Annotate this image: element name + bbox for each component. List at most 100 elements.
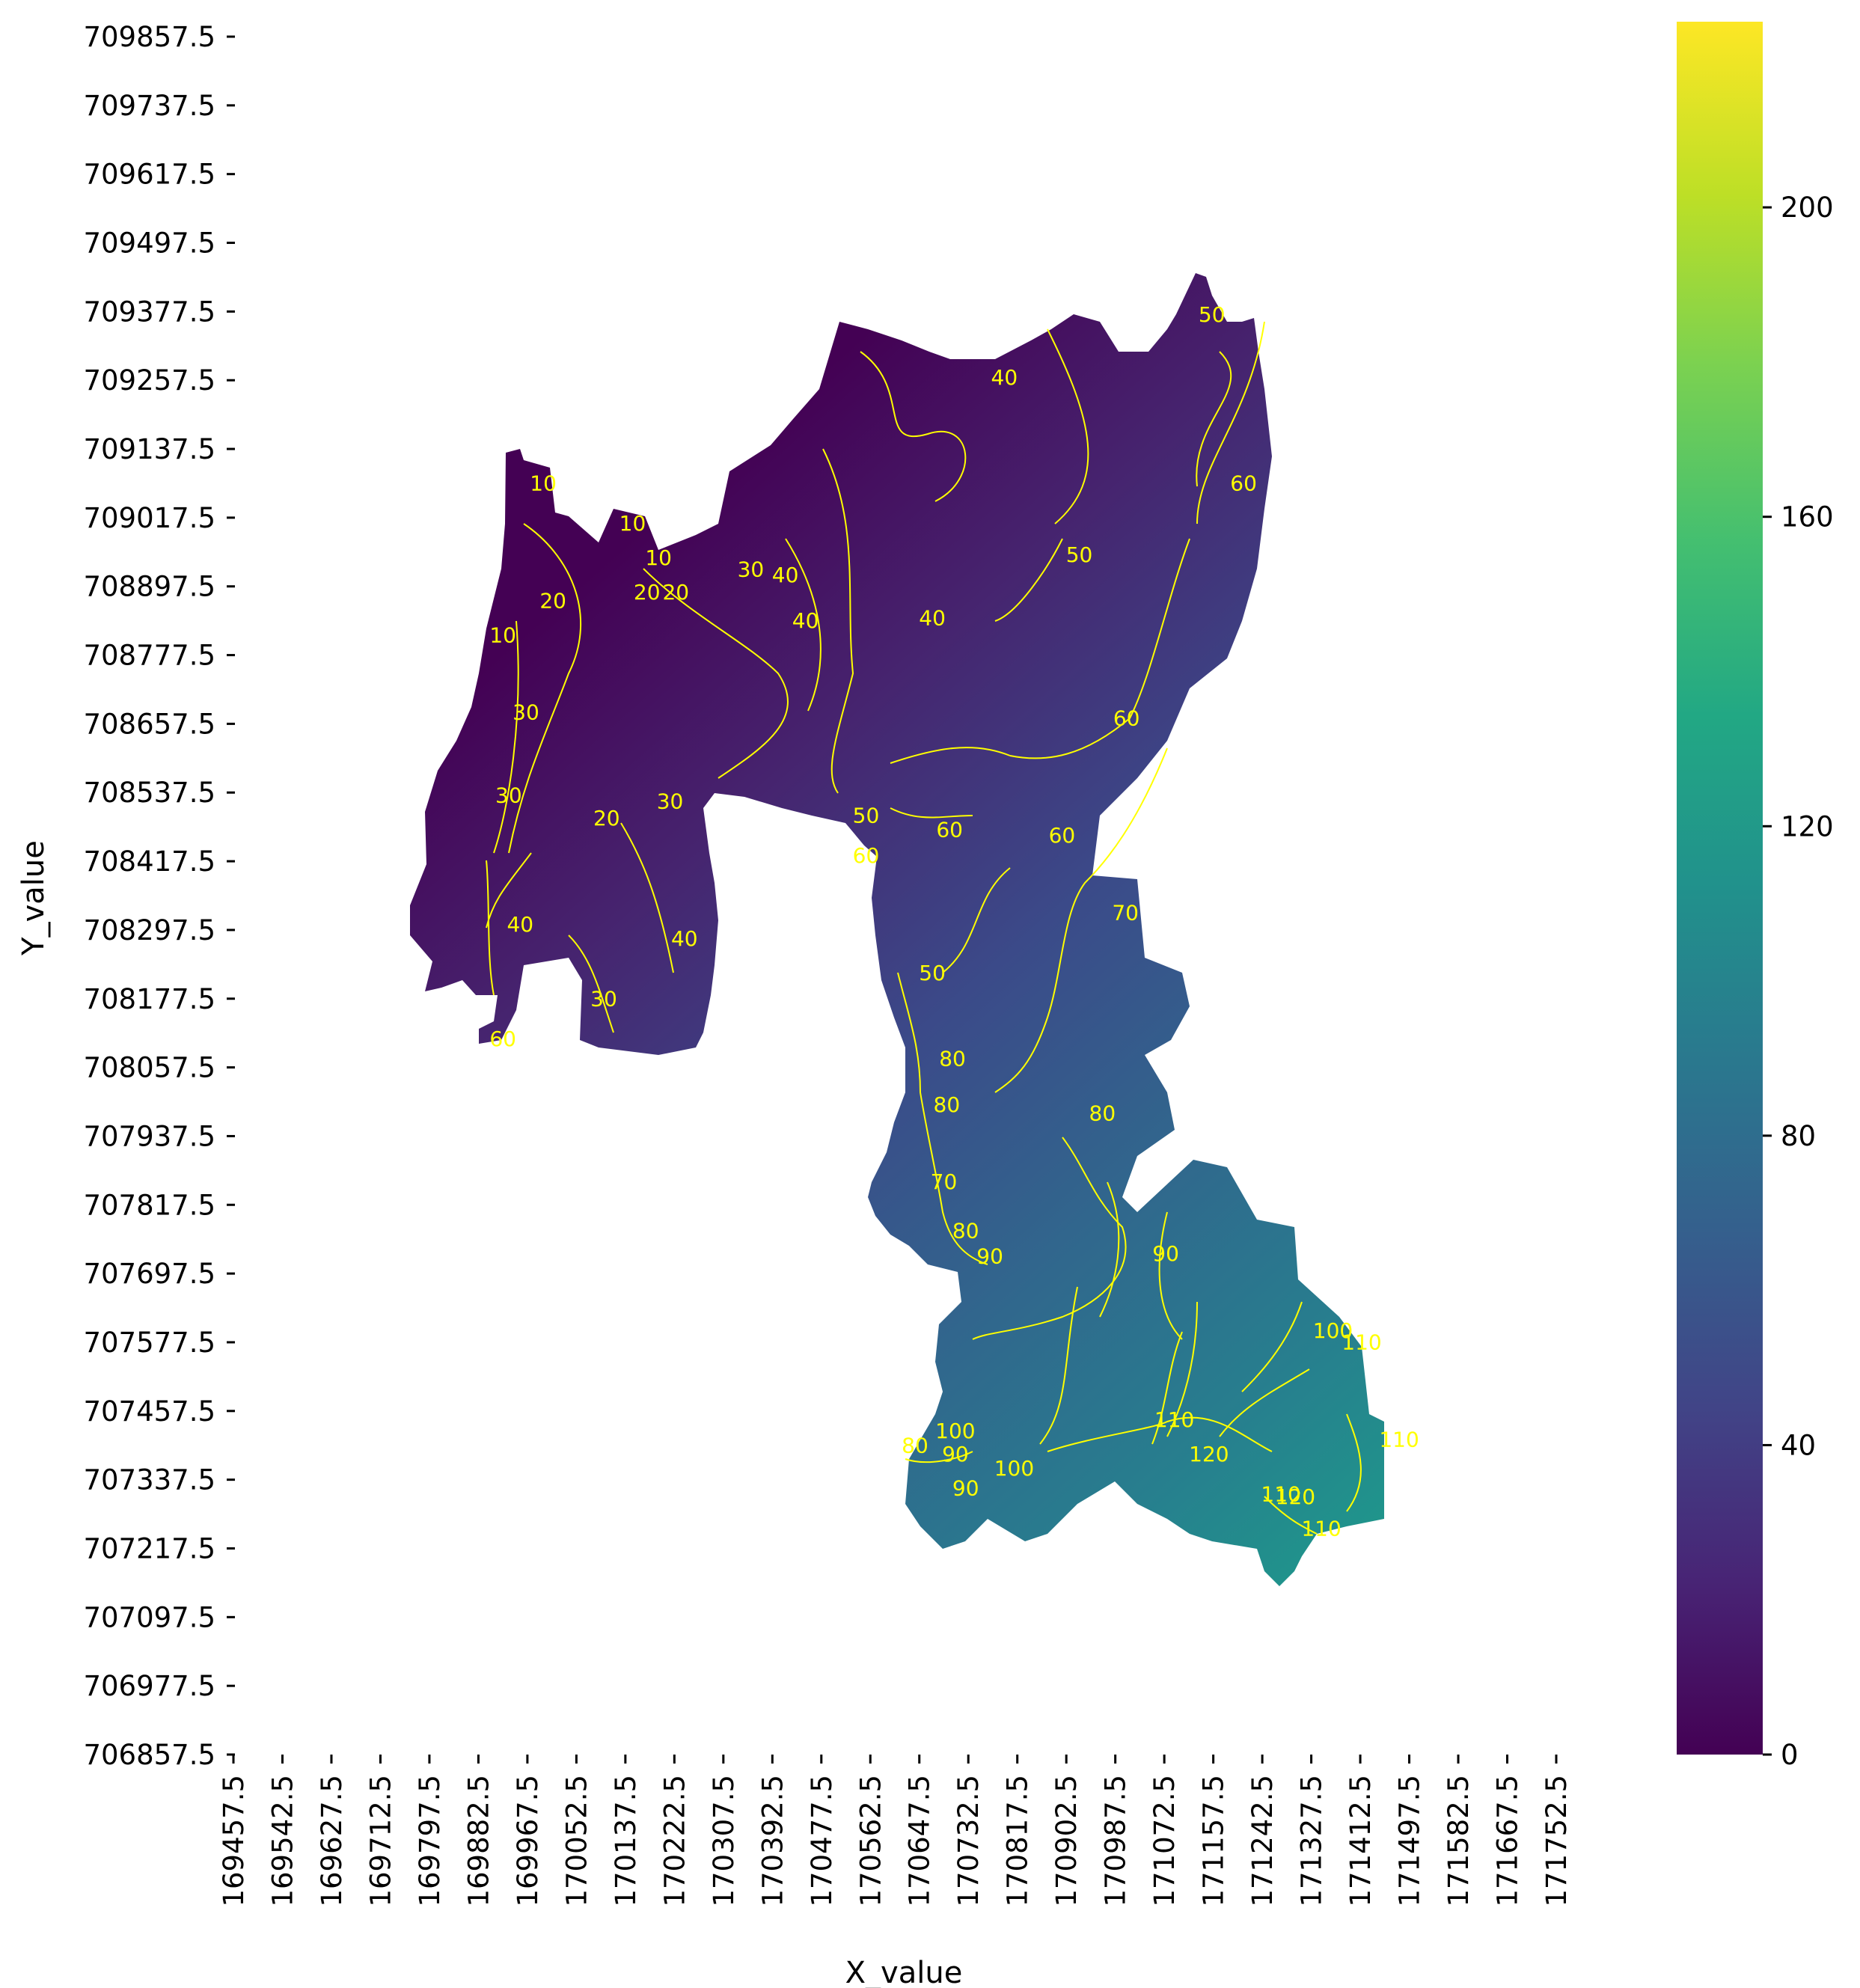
y-tick-label: 707337.5 (83, 1464, 215, 1496)
x-tick-label: 171327.5 (1296, 1775, 1328, 1907)
contour-label: 10 (645, 545, 672, 570)
y-tick-label: 707817.5 (83, 1189, 215, 1221)
x-tick-label: 170222.5 (658, 1775, 691, 1907)
contour-label: 40 (671, 926, 698, 951)
x-tick-label: 170477.5 (806, 1775, 838, 1907)
y-tick-label: 709497.5 (83, 227, 215, 260)
y-tick-label: 709377.5 (83, 296, 215, 328)
x-tick-label: 169797.5 (414, 1775, 446, 1907)
y-tick-label: 708177.5 (83, 983, 215, 1015)
y-tick-label: 709137.5 (83, 433, 215, 465)
contour-label: 30 (657, 789, 684, 813)
x-tick-label: 171497.5 (1394, 1775, 1426, 1907)
y-tick-label: 708657.5 (83, 708, 215, 740)
contour-label: 70 (1112, 901, 1139, 926)
y-tick-label: 707097.5 (83, 1601, 215, 1633)
x-tick-label: 171072.5 (1148, 1775, 1181, 1907)
contour-label: 40 (792, 608, 819, 633)
contour-label: 80 (1089, 1101, 1116, 1125)
colorbar-tick-label: 0 (1781, 1739, 1799, 1771)
colorbar-tick-label: 120 (1781, 810, 1834, 842)
y-tick-label: 708057.5 (83, 1052, 215, 1084)
contour-label: 30 (738, 557, 765, 581)
contour-label: 30 (495, 783, 522, 808)
contour-label: 40 (507, 912, 533, 937)
heatmap-field (410, 273, 1384, 1586)
x-tick-label: 171582.5 (1443, 1775, 1475, 1907)
contour-label: 10 (530, 471, 557, 496)
contour-label: 50 (1199, 302, 1226, 327)
x-tick-label: 171242.5 (1246, 1775, 1279, 1907)
x-tick-label: 170902.5 (1050, 1775, 1083, 1907)
y-tick-label: 707217.5 (83, 1532, 215, 1565)
y-tick-label: 709617.5 (83, 159, 215, 191)
contour-label: 90 (976, 1244, 1003, 1269)
contour-label: 100 (935, 1419, 975, 1443)
contour-label: 60 (1113, 706, 1140, 730)
x-tick-label: 170817.5 (1002, 1775, 1034, 1907)
x-tick-label: 170562.5 (854, 1775, 887, 1907)
y-tick-label: 707457.5 (83, 1395, 215, 1428)
y-tick-label: 708897.5 (83, 571, 215, 603)
colorbar-tick-label: 80 (1781, 1120, 1816, 1152)
x-tick-label: 170987.5 (1100, 1775, 1132, 1907)
contour-label: 90 (1152, 1241, 1179, 1266)
y-axis: 709857.5 709737.5 709617.5 709497.5 709377.5… (83, 21, 235, 1771)
y-tick-label: 708777.5 (83, 640, 215, 672)
contour-label: 40 (919, 605, 946, 630)
y-tick-label: 709017.5 (83, 502, 215, 534)
contour-label: 120 (1276, 1484, 1315, 1509)
contour-label: 60 (853, 843, 880, 868)
x-axis-label: X_value (845, 1956, 963, 1988)
contour-label: 20 (539, 588, 566, 613)
x-tick-label: 171412.5 (1344, 1775, 1377, 1907)
x-tick-label: 169967.5 (512, 1775, 544, 1907)
contour-label: 110 (1342, 1330, 1381, 1355)
x-tick-label: 170052.5 (560, 1775, 593, 1907)
x-tick-label: 171157.5 (1198, 1775, 1230, 1907)
x-tick-label: 170732.5 (952, 1775, 985, 1907)
x-tick-label: 170307.5 (708, 1775, 740, 1907)
y-tick-label: 709857.5 (83, 21, 215, 53)
contour-label: 120 (1189, 1442, 1229, 1466)
y-tick-label: 707697.5 (83, 1258, 215, 1290)
y-tick-label: 709737.5 (83, 90, 215, 122)
x-tick-label: 169457.5 (218, 1775, 250, 1907)
x-tick-label: 170392.5 (756, 1775, 789, 1907)
contour-label: 50 (1066, 542, 1093, 567)
contour-label: 60 (1049, 823, 1076, 848)
y-axis-label: Y_value (16, 840, 51, 956)
colorbar (1677, 22, 1763, 1755)
contour-label: 20 (593, 806, 620, 831)
y-tick-label: 708297.5 (83, 914, 215, 946)
contour-label: 60 (489, 1027, 516, 1051)
contour-label: 110 (1301, 1516, 1341, 1541)
contour-label: 70 (931, 1169, 958, 1194)
contour-label: 80 (939, 1047, 966, 1071)
colorbar-tick-label: 160 (1781, 501, 1834, 533)
contour-label: 10 (620, 511, 646, 536)
y-tick-label: 707937.5 (83, 1120, 215, 1152)
x-tick-label: 171667.5 (1492, 1775, 1524, 1907)
contour-label: 110 (1379, 1428, 1419, 1452)
y-tick-label: 707577.5 (83, 1327, 215, 1359)
y-tick-label: 706857.5 (83, 1739, 215, 1771)
contour-label: 100 (994, 1456, 1034, 1481)
x-tick-label: 169882.5 (462, 1775, 495, 1907)
colorbar-ticks: 0 40 80 120 160 200 (1763, 192, 1834, 1771)
contour-label: 90 (952, 1476, 979, 1501)
x-tick-label: 170137.5 (610, 1775, 642, 1907)
y-tick-label: 709257.5 (83, 364, 215, 397)
contour-label: 100 (1313, 1318, 1353, 1343)
contour-label: 60 (1230, 471, 1257, 496)
x-tick-label: 169542.5 (266, 1775, 299, 1907)
contour-label: 10 (489, 623, 516, 647)
contour-label: 40 (772, 563, 799, 587)
contour-label: 110 (1154, 1407, 1194, 1432)
contour-label: 40 (991, 365, 1018, 390)
x-tick-label: 170647.5 (904, 1775, 936, 1907)
contour-label: 60 (936, 818, 963, 842)
y-tick-label: 708417.5 (83, 845, 215, 878)
